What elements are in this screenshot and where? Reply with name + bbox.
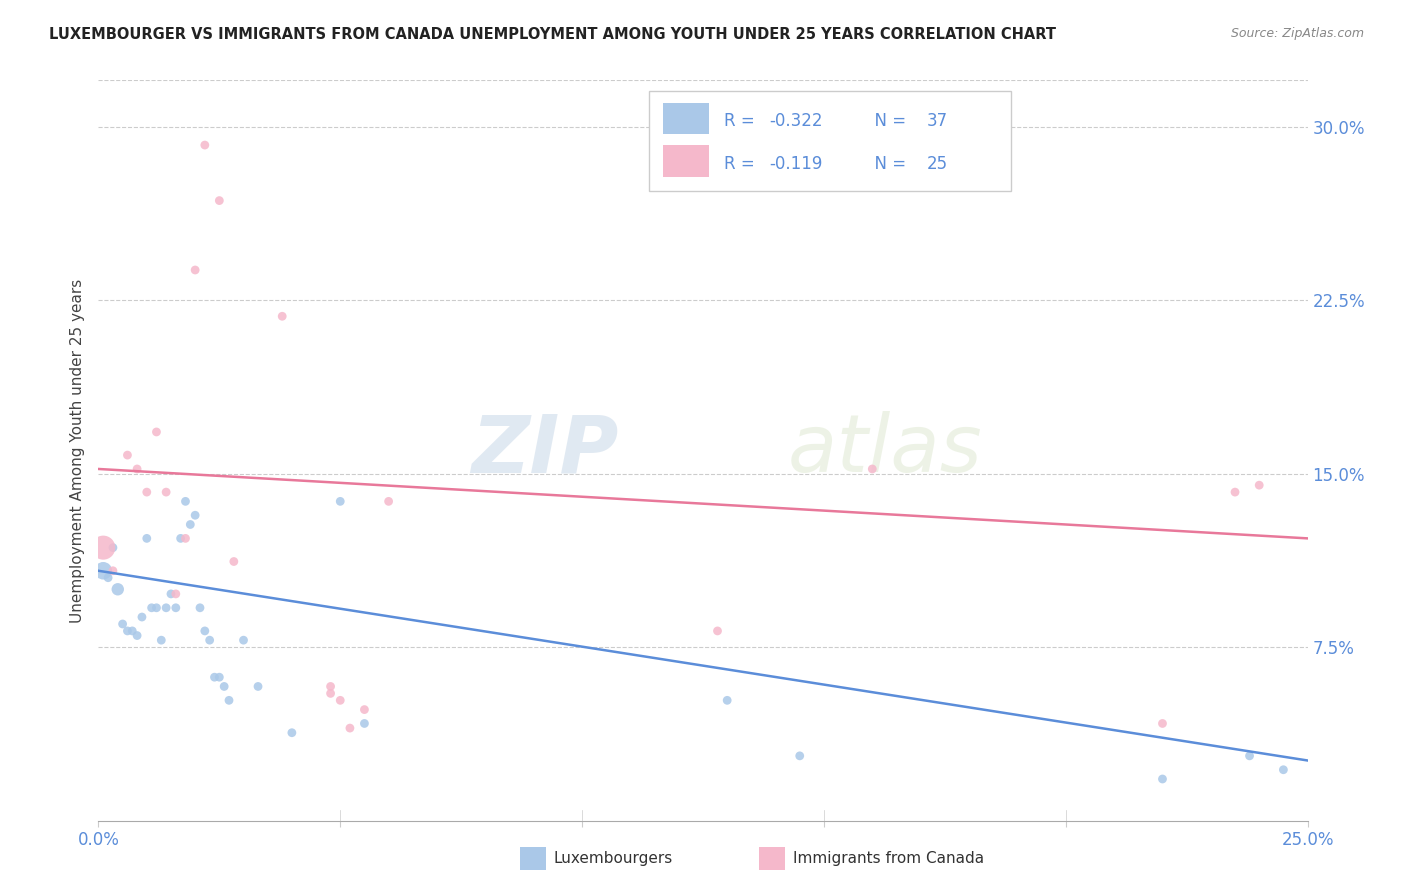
Point xyxy=(127,462,149,476)
Text: N =: N = xyxy=(863,112,911,130)
Point xyxy=(141,600,163,615)
Point xyxy=(184,508,207,523)
Point xyxy=(194,138,217,153)
Point xyxy=(1272,763,1295,777)
Point xyxy=(169,532,191,546)
Text: Luxembourgers: Luxembourgers xyxy=(554,851,673,865)
Point xyxy=(329,693,352,707)
Y-axis label: Unemployment Among Youth under 25 years: Unemployment Among Youth under 25 years xyxy=(69,278,84,623)
Point xyxy=(127,628,149,642)
Point xyxy=(789,748,811,763)
Point xyxy=(97,571,120,585)
Point xyxy=(319,686,342,700)
Point xyxy=(174,532,197,546)
Point xyxy=(121,624,143,638)
Point xyxy=(194,624,217,638)
Point xyxy=(204,670,226,684)
Text: Immigrants from Canada: Immigrants from Canada xyxy=(793,851,984,865)
Point xyxy=(208,670,231,684)
Point xyxy=(117,624,139,638)
Point xyxy=(271,310,294,324)
Point xyxy=(329,494,352,508)
Point xyxy=(135,485,157,500)
Point xyxy=(160,587,183,601)
Point xyxy=(377,494,399,508)
Point xyxy=(716,693,738,707)
Bar xyxy=(664,103,709,135)
Point xyxy=(208,194,231,208)
Point xyxy=(145,600,167,615)
Point xyxy=(91,541,114,555)
Text: 37: 37 xyxy=(927,112,948,130)
Point xyxy=(165,600,187,615)
Point xyxy=(135,532,157,546)
Text: -0.119: -0.119 xyxy=(769,155,823,173)
Bar xyxy=(759,847,785,870)
Point xyxy=(1152,716,1174,731)
FancyBboxPatch shape xyxy=(648,91,1011,191)
Point xyxy=(155,600,177,615)
Point xyxy=(165,587,187,601)
Point xyxy=(1152,772,1174,786)
Point xyxy=(174,494,197,508)
Point xyxy=(1239,748,1261,763)
Text: atlas: atlas xyxy=(787,411,983,490)
Text: R =: R = xyxy=(724,112,759,130)
Point xyxy=(179,517,201,532)
Bar xyxy=(520,847,546,870)
Text: 25: 25 xyxy=(927,155,948,173)
Point xyxy=(1249,478,1271,492)
Point xyxy=(339,721,361,735)
Text: ZIP: ZIP xyxy=(471,411,619,490)
Point xyxy=(247,680,270,694)
Point xyxy=(111,617,134,632)
Point xyxy=(319,680,342,694)
Point xyxy=(198,633,221,648)
Point xyxy=(188,600,211,615)
Point xyxy=(212,680,235,694)
Point xyxy=(150,633,173,648)
Text: -0.322: -0.322 xyxy=(769,112,823,130)
Point xyxy=(218,693,240,707)
Point xyxy=(1223,485,1246,500)
Point xyxy=(107,582,129,597)
Text: Source: ZipAtlas.com: Source: ZipAtlas.com xyxy=(1230,27,1364,40)
Point xyxy=(117,448,139,462)
Point xyxy=(353,703,375,717)
Bar xyxy=(664,145,709,177)
Point xyxy=(222,554,245,569)
Point xyxy=(101,564,124,578)
Point xyxy=(91,564,114,578)
Text: N =: N = xyxy=(863,155,911,173)
Point xyxy=(145,425,167,439)
Point xyxy=(155,485,177,500)
Point xyxy=(184,263,207,277)
Point xyxy=(101,541,124,555)
Point xyxy=(232,633,254,648)
Point xyxy=(860,462,883,476)
Text: LUXEMBOURGER VS IMMIGRANTS FROM CANADA UNEMPLOYMENT AMONG YOUTH UNDER 25 YEARS C: LUXEMBOURGER VS IMMIGRANTS FROM CANADA U… xyxy=(49,27,1056,42)
Point xyxy=(131,610,153,624)
Point xyxy=(706,624,728,638)
Text: R =: R = xyxy=(724,155,759,173)
Point xyxy=(281,725,304,739)
Point xyxy=(353,716,375,731)
